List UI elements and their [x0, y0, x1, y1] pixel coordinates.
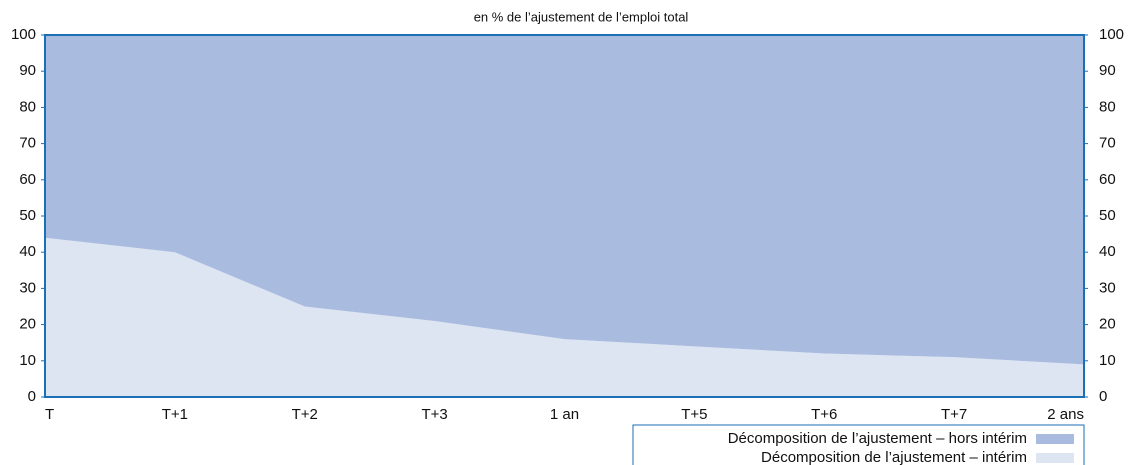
y-tick-label: 10: [19, 352, 36, 369]
y-tick-label: 0: [28, 388, 36, 405]
x-tick-label: T+2: [292, 406, 318, 423]
x-tick-label: T+6: [811, 406, 837, 423]
x-tick-label: T+5: [681, 406, 707, 423]
y-tick-label: 40: [19, 243, 36, 260]
y2-tick-label: 10: [1099, 352, 1116, 369]
x-tick-label: T+7: [941, 406, 967, 423]
legend-box: [632, 424, 1085, 465]
legend-label: Décomposition de l’ajustement – hors int…: [728, 430, 1027, 447]
legend-swatch: [1036, 453, 1074, 463]
y2-tick-label: 30: [1099, 279, 1116, 296]
y2-tick-label: 40: [1099, 243, 1116, 260]
x-tick-label: 2 ans: [1047, 406, 1084, 423]
y-tick-label: 70: [19, 135, 36, 152]
plot-frame: [44, 34, 1085, 398]
y2-tick-label: 20: [1099, 316, 1116, 333]
y-tick-label: 30: [19, 279, 36, 296]
y-tick-label: 50: [19, 207, 36, 224]
x-tick-label: T+1: [162, 406, 188, 423]
y-tick-label: 60: [19, 171, 36, 188]
y-tick-label: 100: [11, 26, 36, 43]
y-tick-label: 20: [19, 316, 36, 333]
chart-title: en % de l’ajustement de l’emploi total: [474, 9, 689, 24]
y2-tick-label: 60: [1099, 171, 1116, 188]
y2-tick-label: 50: [1099, 207, 1116, 224]
y-tick-label: 80: [19, 98, 36, 115]
x-tick-label: T: [45, 406, 54, 423]
y2-tick-label: 100: [1099, 26, 1124, 43]
legend-label: Décomposition de l’ajustement – intérim: [761, 449, 1027, 465]
legend-swatch: [1036, 434, 1074, 444]
x-tick-label: T+3: [421, 406, 447, 423]
area: [45, 35, 1084, 365]
y2-tick-label: 0: [1099, 388, 1107, 405]
y2-tick-label: 70: [1099, 135, 1116, 152]
area: [45, 237, 1084, 397]
y2-tick-label: 80: [1099, 98, 1116, 115]
y2-tick-label: 90: [1099, 62, 1116, 79]
x-tick-label: 1 an: [550, 406, 579, 423]
y-tick-label: 90: [19, 62, 36, 79]
